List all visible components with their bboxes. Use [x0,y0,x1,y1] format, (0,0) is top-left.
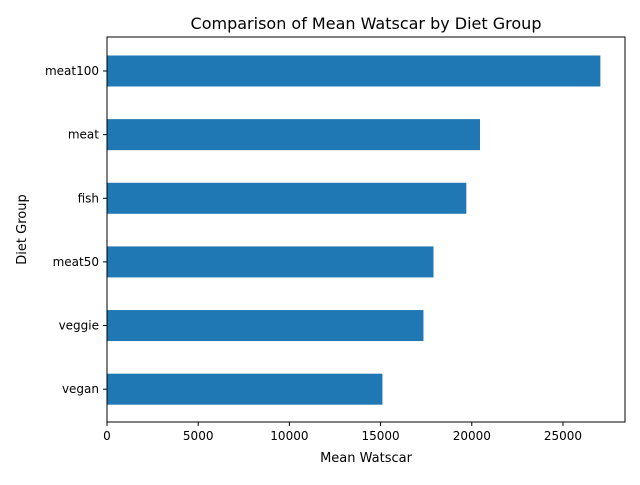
y-tick-label-meat50: meat50 [53,255,99,269]
chart-title: Comparison of Mean Watscar by Diet Group [191,14,542,33]
x-tick-label-15000: 15000 [361,429,399,443]
y-tick-label-meat: meat [68,128,99,142]
y-tick-label-veggie: veggie [59,319,99,333]
x-tick-label-25000: 25000 [544,429,582,443]
bar-fish [107,182,467,214]
x-tick-label-20000: 20000 [453,429,491,443]
bar-vegan [107,373,383,405]
y-tick-label-vegan: vegan [62,382,99,396]
y-axis-ticks: vegan veggie meat50 fish meat meat100 [45,64,107,396]
x-tick-label-5000: 5000 [183,429,214,443]
x-axis-ticks: 0 5000 10000 15000 20000 25000 [103,422,582,443]
x-tick-label-10000: 10000 [270,429,308,443]
y-axis-label: Diet Group [15,194,30,264]
bar-veggie [107,310,424,342]
bar-meat [107,119,480,151]
y-tick-label-fish: fish [78,191,99,205]
y-tick-label-meat100: meat100 [45,64,99,78]
bar-meat100 [107,55,601,87]
plot-frame [106,36,626,423]
bar-meat50 [107,246,434,278]
bars-group [107,55,601,405]
x-tick-label-0: 0 [103,429,111,443]
x-axis-label: Mean Watscar [320,451,413,466]
